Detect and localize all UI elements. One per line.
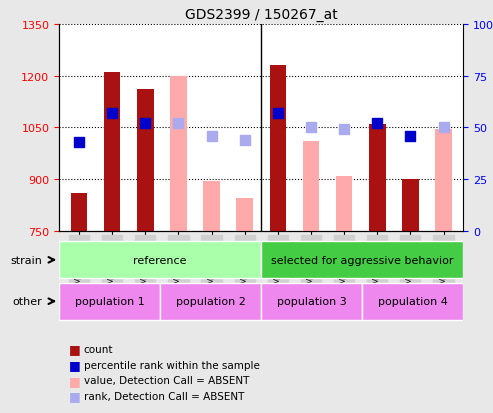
Point <box>373 121 381 127</box>
Point <box>340 127 348 133</box>
Text: population 1: population 1 <box>75 297 144 306</box>
Bar <box>402 180 419 231</box>
Title: GDS2399 / 150267_at: GDS2399 / 150267_at <box>185 8 338 22</box>
Text: ■: ■ <box>69 389 81 403</box>
FancyBboxPatch shape <box>59 283 160 320</box>
Text: percentile rank within the sample: percentile rank within the sample <box>84 360 260 370</box>
Point <box>75 139 83 146</box>
FancyBboxPatch shape <box>59 242 261 279</box>
Point <box>274 110 282 117</box>
Point <box>208 133 215 140</box>
Bar <box>336 176 352 231</box>
Bar <box>170 77 187 231</box>
Bar <box>237 199 253 231</box>
Text: population 3: population 3 <box>277 297 347 306</box>
Text: count: count <box>84 344 113 354</box>
FancyBboxPatch shape <box>160 283 261 320</box>
Bar <box>137 90 154 231</box>
Point <box>241 137 248 144</box>
Bar <box>270 66 286 231</box>
Text: ■: ■ <box>69 358 81 371</box>
Text: strain: strain <box>10 255 42 265</box>
Text: other: other <box>12 297 42 306</box>
Bar <box>435 130 452 231</box>
Text: selected for aggressive behavior: selected for aggressive behavior <box>271 255 454 265</box>
FancyBboxPatch shape <box>362 283 463 320</box>
Point <box>440 125 448 131</box>
Bar <box>104 73 120 231</box>
Bar <box>203 181 220 231</box>
Point <box>108 110 116 117</box>
FancyBboxPatch shape <box>261 283 362 320</box>
Point <box>175 121 182 127</box>
FancyBboxPatch shape <box>261 242 463 279</box>
Text: ■: ■ <box>69 374 81 387</box>
Text: value, Detection Call = ABSENT: value, Detection Call = ABSENT <box>84 375 249 385</box>
Text: rank, Detection Call = ABSENT: rank, Detection Call = ABSENT <box>84 391 244 401</box>
Text: ■: ■ <box>69 342 81 356</box>
Text: population 4: population 4 <box>378 297 448 306</box>
Text: reference: reference <box>134 255 187 265</box>
Bar <box>71 193 87 231</box>
Point <box>141 121 149 127</box>
Point <box>406 133 414 140</box>
Point <box>307 125 315 131</box>
Text: population 2: population 2 <box>176 297 246 306</box>
Bar <box>369 125 386 231</box>
Bar <box>303 142 319 231</box>
